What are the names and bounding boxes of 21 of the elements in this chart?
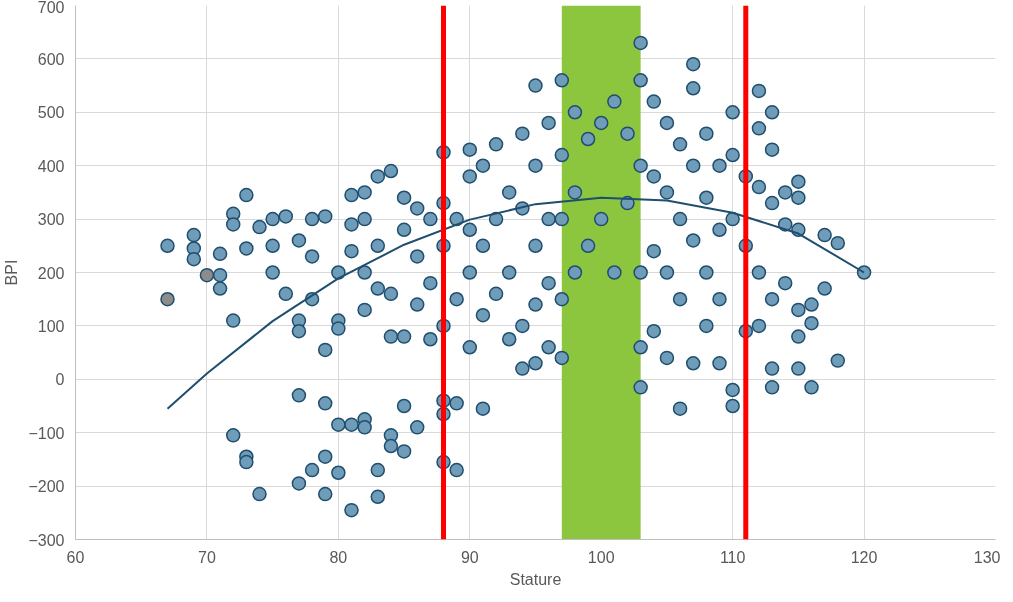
x-tick-label: 110 bbox=[719, 548, 746, 566]
x-tick-label: 130 bbox=[973, 548, 1001, 566]
y-tick-label: −100 bbox=[28, 424, 65, 442]
x-tick-label: 70 bbox=[198, 548, 216, 566]
y-tick-label: 600 bbox=[37, 50, 65, 68]
y-axis-title: BPI bbox=[3, 259, 21, 286]
y-tick-label: −300 bbox=[28, 531, 65, 549]
y-tick-label: 100 bbox=[37, 317, 65, 335]
x-tick-label: 100 bbox=[587, 548, 615, 566]
x-tick-label: 90 bbox=[460, 548, 479, 566]
y-tick-label: 700 bbox=[37, 0, 65, 16]
x-tick-label: 60 bbox=[66, 548, 85, 566]
x-axis-title: Stature bbox=[509, 570, 562, 588]
y-tick-label: 300 bbox=[37, 211, 65, 229]
x-tick-label: 120 bbox=[850, 548, 878, 566]
y-tick-label: −200 bbox=[28, 478, 65, 496]
y-tick-label: 0 bbox=[55, 371, 65, 389]
y-tick-label: 500 bbox=[37, 104, 65, 122]
y-tick-label: 400 bbox=[37, 157, 65, 175]
y-tick-label: 200 bbox=[37, 264, 65, 282]
x-tick-label: 80 bbox=[329, 548, 348, 566]
